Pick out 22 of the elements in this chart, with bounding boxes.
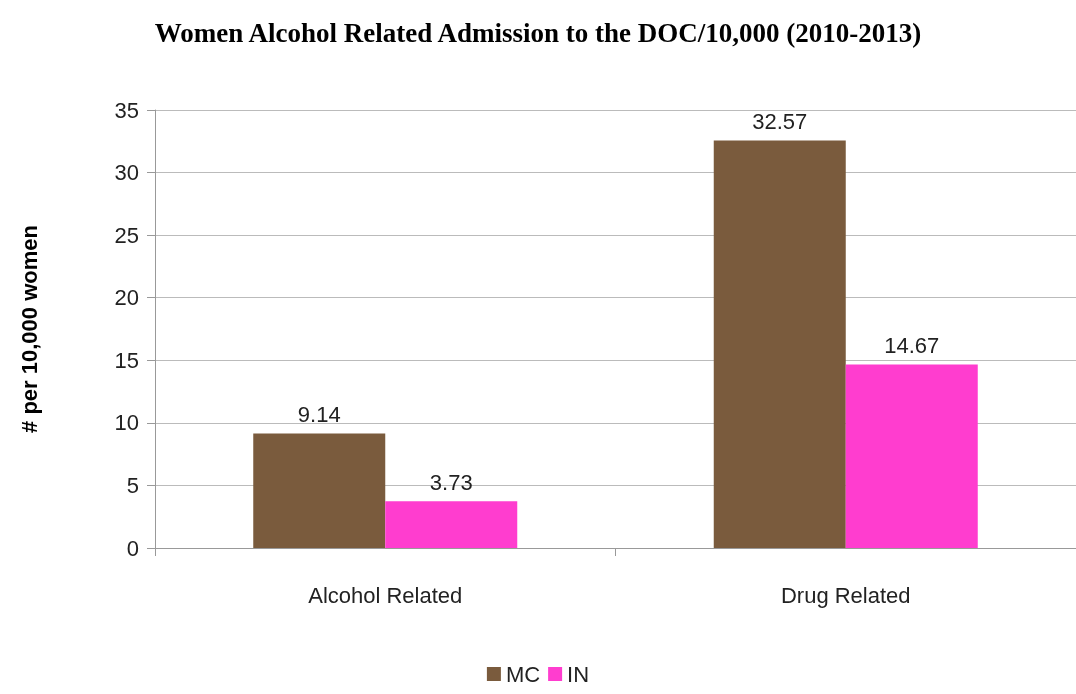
legend-label: IN xyxy=(567,661,590,687)
data-label: 9.14 xyxy=(297,402,341,428)
y-tick-label: 10 xyxy=(114,410,139,436)
x-tick-label: Alcohol Related xyxy=(308,582,463,608)
data-label: 14.67 xyxy=(884,332,940,358)
y-tick-label: 30 xyxy=(114,160,139,186)
y-axis-title: # per 10,000 women xyxy=(16,225,42,433)
legend-label: MC xyxy=(505,661,541,687)
bar xyxy=(253,433,386,548)
y-tick-label: 20 xyxy=(114,285,139,311)
y-tick-label: 5 xyxy=(126,472,139,498)
y-tick-label: 25 xyxy=(114,222,139,248)
data-label: 3.73 xyxy=(429,469,473,495)
bar xyxy=(845,364,978,548)
y-tick-label: 15 xyxy=(114,347,139,373)
data-label: 32.57 xyxy=(752,108,808,134)
y-tick-label: 0 xyxy=(126,535,139,561)
chart-title: Women Alcohol Related Admission to the DOC/10,000 (2010-2013) xyxy=(154,17,922,48)
bar xyxy=(713,140,846,548)
bar xyxy=(385,501,518,548)
y-tick-label: 35 xyxy=(114,97,139,123)
x-tick-label: Drug Related xyxy=(780,582,911,608)
